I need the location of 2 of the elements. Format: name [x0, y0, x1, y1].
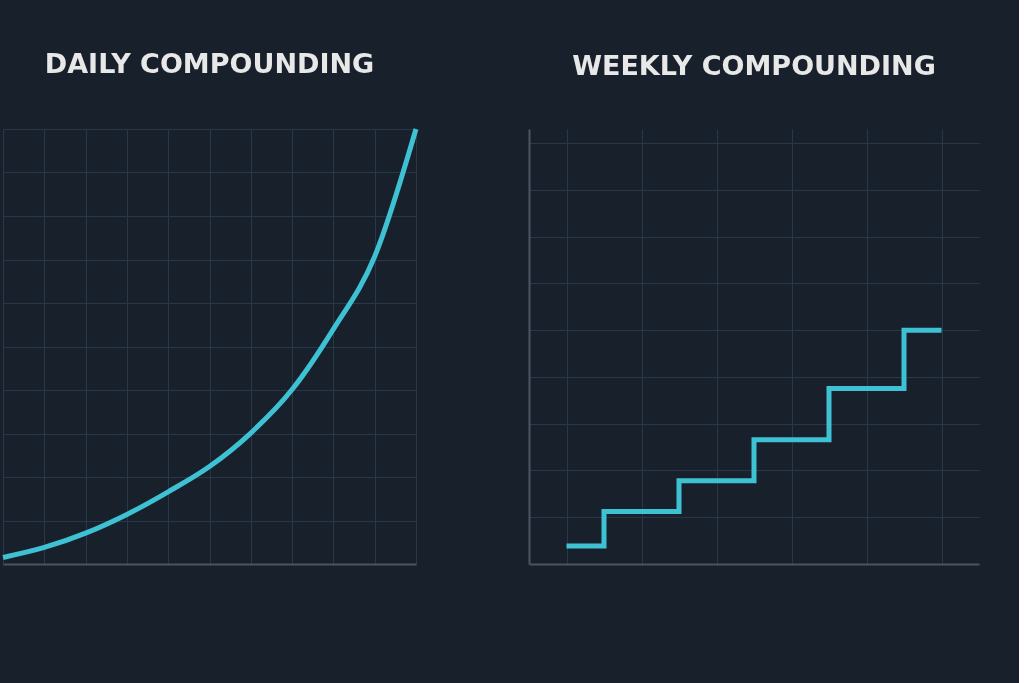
chart-title: WEEKLY COMPOUNDING	[572, 50, 936, 81]
chart-title: DAILY COMPOUNDING	[44, 47, 375, 79]
